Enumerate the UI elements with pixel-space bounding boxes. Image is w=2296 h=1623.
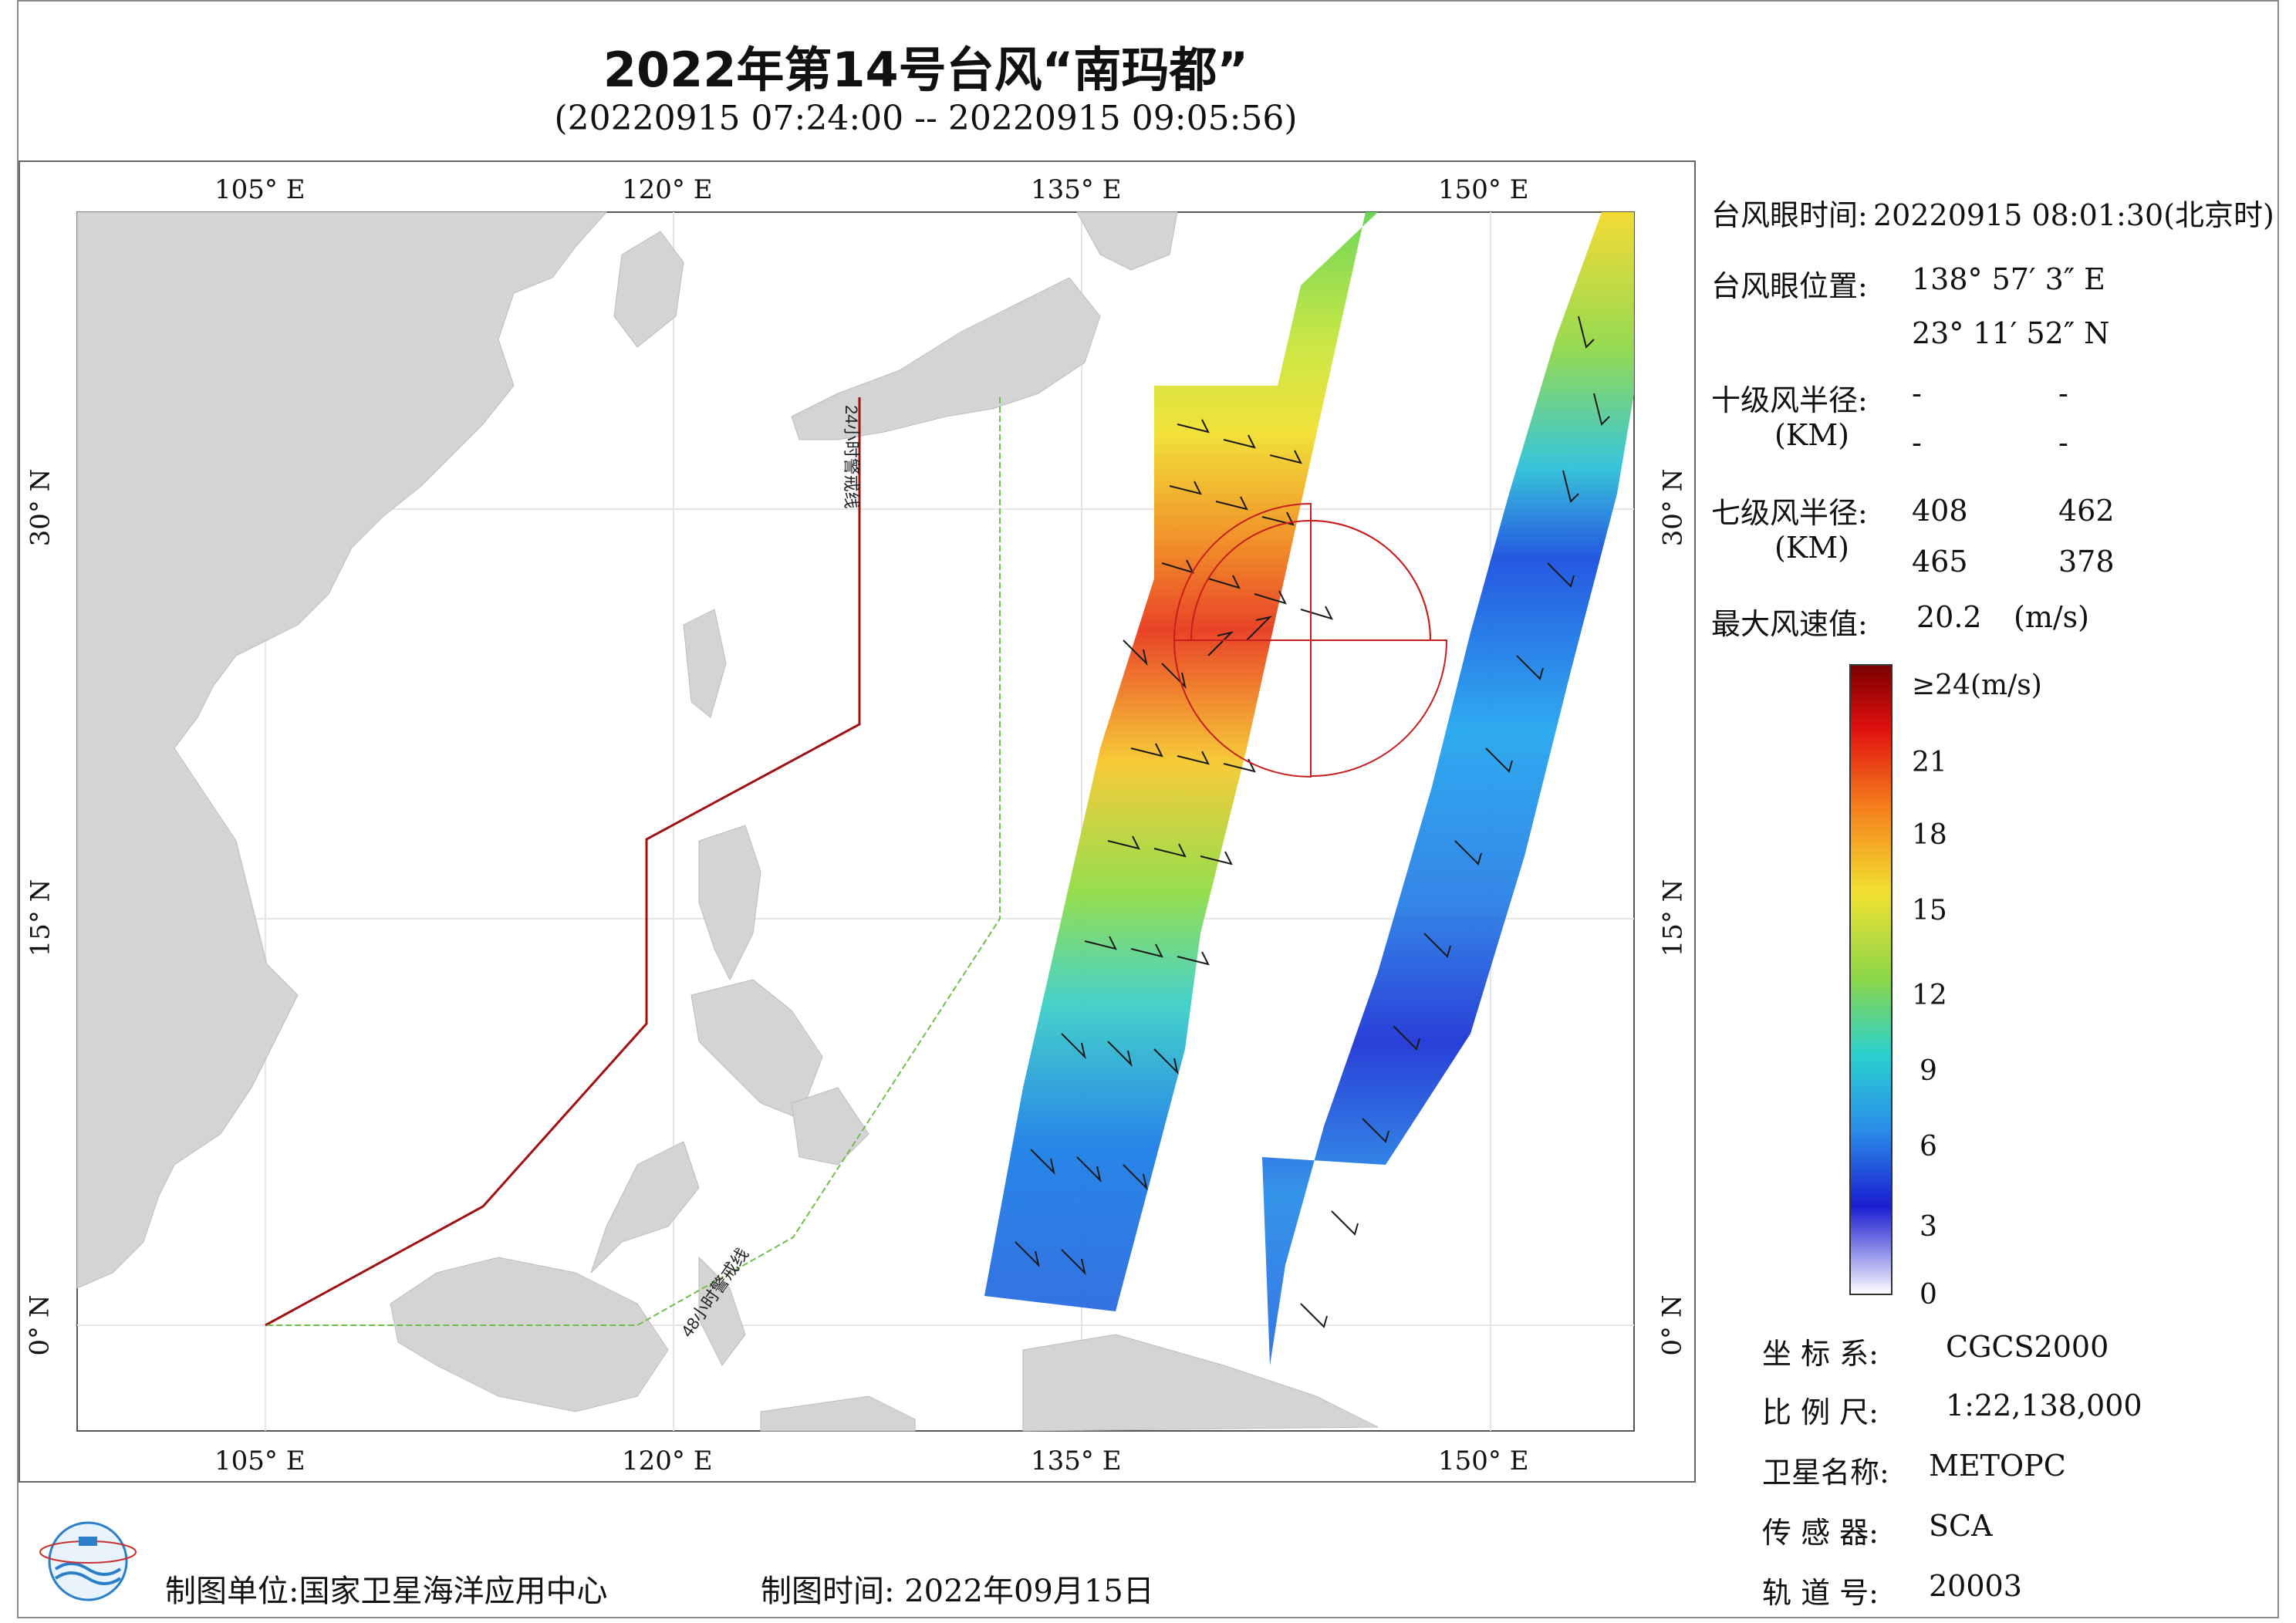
r10-value-sw: - — [1912, 426, 1922, 460]
lat-label-left-15: 15° N — [25, 879, 56, 957]
satellite-value: METOPC — [1929, 1449, 2066, 1483]
lon-label-top-105: 105° E — [214, 174, 306, 205]
colorbar-tick-24: ≥24(m/s) — [1912, 670, 2042, 701]
lon-label-bottom-120: 120° E — [622, 1446, 713, 1476]
wind-radius-quadrant-sw — [1173, 639, 1312, 778]
lon-label-top-150: 150° E — [1438, 174, 1529, 205]
warning-24h-label: 24小时警戒线 — [842, 405, 861, 508]
r7-value-nw: 378 — [2058, 545, 2115, 579]
eye-longitude: 138° 57′ 3″ E — [1912, 262, 2105, 296]
colorbar-tick-15: 15 — [1912, 895, 1947, 926]
warning-line-48h — [265, 397, 1001, 1326]
colorbar-tick-3: 3 — [1920, 1211, 1937, 1243]
satellite-label: 卫星名称: — [1762, 1456, 1889, 1490]
lat-label-right-15: 15° N — [1657, 879, 1689, 957]
map-title: 2022年第14号台风“南玛都” — [603, 42, 1249, 98]
r7-value-ne: 408 — [1912, 494, 1968, 528]
scale-label: 比 例 尺: — [1762, 1395, 1879, 1429]
orbit-label: 轨 道 号: — [1762, 1576, 1879, 1610]
outer-frame — [17, 0, 2279, 1618]
warning-line-24h — [265, 397, 861, 1327]
r7-unit: (KM) — [1774, 531, 1849, 565]
sensor-value: SCA — [1929, 1509, 1993, 1543]
scatterometer-swath-east — [1262, 212, 1634, 1365]
r10-value-se: - — [2058, 376, 2068, 410]
crs-value: CGCS2000 — [1946, 1330, 2109, 1364]
agency-logo-icon — [39, 1521, 137, 1601]
time-range: (20220915 07:24:00 -- 20220915 09:05:56) — [554, 99, 1298, 138]
colorbar-tick-6: 6 — [1920, 1131, 1937, 1162]
crs-label: 坐 标 系: — [1762, 1337, 1879, 1371]
lon-label-top-120: 120° E — [622, 174, 713, 205]
wind-radius-quadrant-nw — [1173, 502, 1312, 641]
sensor-label: 传 感 器: — [1762, 1516, 1879, 1550]
r7-value-se: 462 — [2058, 494, 2115, 528]
colorbar-tick-12: 12 — [1912, 980, 1947, 1011]
eye-position-label: 台风眼位置: — [1711, 269, 1868, 303]
scatterometer-swath-west — [984, 212, 1378, 1311]
land — [76, 211, 1379, 1432]
map-canvas: 24小时警戒线 48小时警戒线 — [76, 211, 1635, 1432]
eye-time-label: 台风眼时间: — [1711, 198, 1868, 232]
wind-radius-quadrant-ne — [1310, 519, 1432, 641]
lat-label-left-0: 0° N — [24, 1294, 56, 1356]
r10-unit: (KM) — [1774, 418, 1849, 452]
production-date: 制图时间: 2022年09月15日 — [761, 1574, 1154, 1609]
lat-label-right-0: 0° N — [1656, 1294, 1688, 1356]
max-wind-label: 最大风速值: — [1711, 607, 1868, 641]
r10-value-nw: - — [2058, 426, 2068, 460]
wind-radius-quadrant-se — [1310, 639, 1448, 778]
r7-label: 七级风半径: — [1711, 496, 1868, 530]
producer: 制图单位:国家卫星海洋应用中心 — [165, 1574, 608, 1609]
scale-value: 1:22,138,000 — [1946, 1388, 2142, 1422]
colorbar-tick-21: 21 — [1912, 747, 1947, 778]
map-panel: 24小时警戒线 48小时警戒线 — [19, 160, 1696, 1483]
r10-label: 十级风半径: — [1711, 383, 1868, 417]
lat-label-left-30: 30° N — [25, 468, 56, 547]
lat-label-right-30: 30° N — [1657, 468, 1689, 547]
colorbar-tick-18: 18 — [1912, 819, 1947, 851]
r7-value-sw: 465 — [1912, 545, 1968, 579]
r10-value-ne: - — [1912, 376, 1922, 410]
eye-latitude: 23° 11′ 52″ N — [1912, 316, 2110, 350]
lon-label-bottom-150: 150° E — [1438, 1446, 1529, 1476]
lon-label-bottom-135: 135° E — [1031, 1446, 1122, 1476]
max-wind-value: 20.2 — [1916, 600, 1982, 634]
colorbar-tick-0: 0 — [1920, 1279, 1937, 1311]
colorbar-tick-9: 9 — [1920, 1055, 1937, 1087]
colorbar — [1849, 664, 1893, 1295]
lon-label-top-135: 135° E — [1031, 174, 1122, 205]
orbit-value: 20003 — [1929, 1569, 2022, 1603]
lon-label-bottom-105: 105° E — [214, 1446, 306, 1476]
eye-time-value: 20220915 08:01:30(北京时) — [1873, 198, 2274, 232]
max-wind-unit: (m/s) — [2014, 600, 2089, 634]
